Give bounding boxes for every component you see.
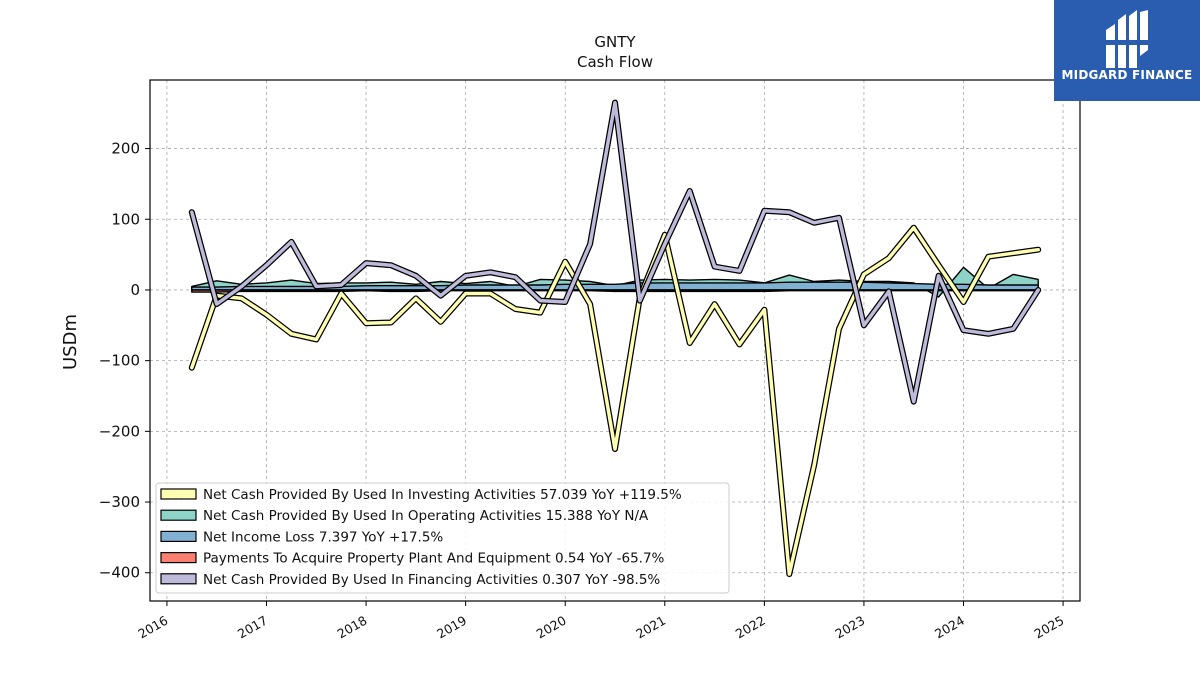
plot-frame [149,79,1081,602]
midgard-logo-icon [1104,10,1150,68]
area-series [191,266,1039,298]
x-tick-label: 2018 [335,613,370,642]
legend-entry: Net Cash Provided By Used In Operating A… [203,508,649,524]
x-tick-label: 2021 [633,613,668,642]
legend-swatch [160,551,197,564]
midgard-finance-logo: MIDGARD FINANCE [1054,0,1200,101]
y-tick-label: −300 [99,493,140,511]
x-tick-label: 2024 [932,613,967,642]
legend-entry: Net Cash Provided By Used In Investing A… [203,487,682,503]
legend-swatch [160,488,197,500]
legend-swatch [160,509,197,521]
legend: Net Cash Provided By Used In Investing A… [155,482,730,594]
legend-swatch [160,530,197,543]
series-line-4 [190,100,1040,404]
legend-box [155,482,730,594]
x-tick-label: 2019 [434,613,469,642]
x-tick-label: 2022 [733,613,768,642]
legend-swatch [160,573,197,585]
y-tick-label: 0 [130,281,140,299]
series-area-3 [191,289,1039,293]
legend-entry: Net Income Loss 7.397 YoY +17.5% [203,529,443,545]
series-area-1 [191,266,1039,298]
y-tick-label: 200 [111,140,140,158]
x-tick-label: 2020 [534,613,569,642]
legend-entry: Payments To Acquire Property Plant And E… [203,551,665,567]
series-line-0 [190,225,1040,576]
logo-text: MIDGARD FINANCE [1061,68,1193,82]
y-tick-label: −100 [99,352,140,370]
chart-subtitle: Cash Flow [577,53,653,71]
chart-title: GNTY [594,33,636,51]
series-line-outline-4 [188,99,1042,405]
y-tick-label: 100 [111,210,140,228]
y-tick-label: −400 [99,564,140,582]
x-tick-label: 2017 [235,613,270,642]
y-tick-label: −200 [99,422,140,440]
y-axis-label: USDm [60,314,81,370]
line-series [188,99,1042,578]
x-tick-label: 2016 [135,613,170,642]
legend-entry: Net Cash Provided By Used In Financing A… [203,572,660,588]
x-tick-label: 2023 [832,613,867,642]
x-tick-label: 2025 [1032,613,1067,642]
